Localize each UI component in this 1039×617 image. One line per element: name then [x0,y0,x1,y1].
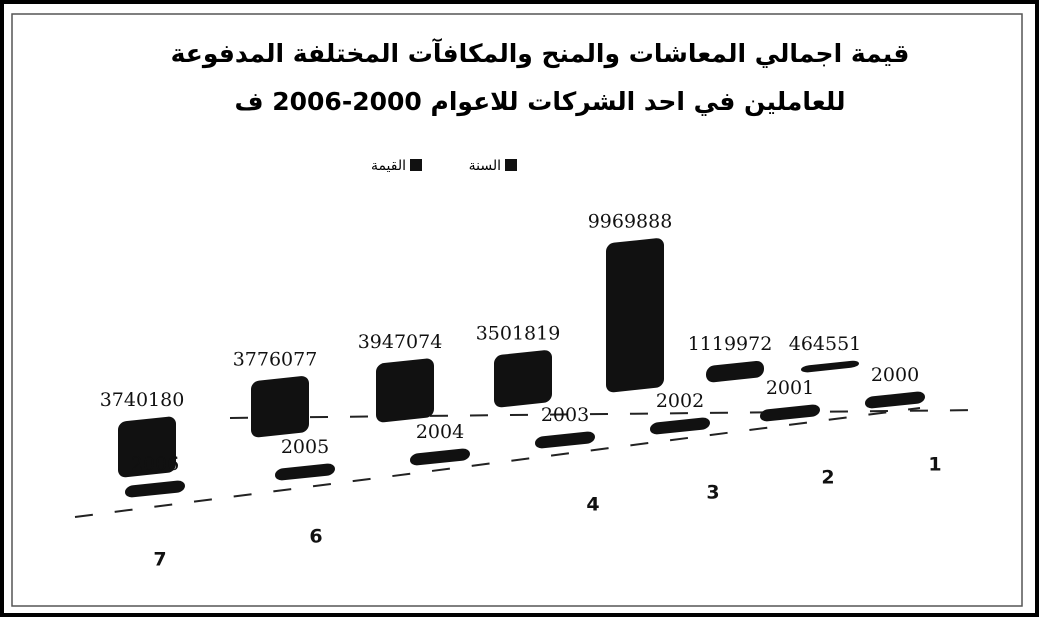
bar [760,404,820,422]
bar [494,350,552,408]
bar [535,431,595,449]
bar [706,360,764,383]
data-label: 3947074 [358,331,443,353]
x-tick-label: 2 [821,467,834,489]
x-tick-label: 4 [586,494,599,516]
bar [118,416,176,478]
bar [865,391,925,409]
plot-frame [11,13,1023,607]
chart-title: للعاملين في احد الشركات للاعوام 2000-200… [234,87,845,117]
chart-title: قيمة اجمالي المعاشات والمنح والمكافآت ال… [171,38,910,69]
data-label: 2005 [281,436,329,458]
legend-label: السنة [469,158,501,174]
bar [275,463,335,481]
x-tick-label: 3 [706,482,719,504]
bar [801,360,859,373]
data-label: 2001 [766,377,814,399]
data-label: 9969888 [588,210,673,232]
legend-label: القيمة [371,158,406,174]
x-tick-label: 1 [928,454,941,476]
data-label: 1119972 [688,333,773,355]
floor [74,407,986,518]
data-label: 3776077 [233,348,318,370]
x-tick-label: 7 [153,549,166,571]
bar [376,358,434,423]
legend-swatch [410,159,422,171]
x-tick-label: 6 [309,526,322,548]
bar [251,376,309,438]
data-label: 2004 [416,421,464,443]
data-label: 2003 [541,404,589,426]
data-label: 2006 [131,453,179,475]
data-label: 3501819 [476,322,561,344]
bar [125,480,185,498]
bar [650,417,710,435]
bar [606,238,664,393]
bar [410,448,470,466]
data-label: 464551 [789,333,862,355]
legend-swatch [505,159,517,171]
data-label: 2000 [871,364,919,386]
data-label: 2002 [656,390,704,412]
data-label: 3740180 [100,389,185,411]
